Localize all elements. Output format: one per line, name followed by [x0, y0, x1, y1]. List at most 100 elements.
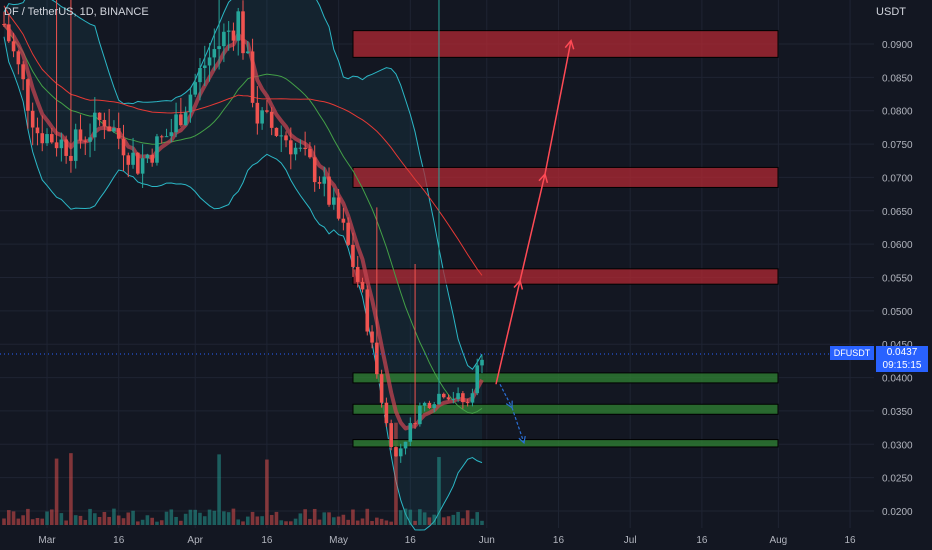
volume-bar: [250, 511, 255, 525]
volume-bar: [384, 520, 389, 525]
volume-bar: [73, 515, 78, 525]
support-zone[interactable]: [352, 403, 779, 415]
volume-bar: [164, 511, 169, 525]
bollinger-lower: [3, 36, 483, 531]
volume-bar: [441, 517, 446, 525]
symbol-title[interactable]: DF / TetherUS, 1D, BINANCE: [4, 6, 149, 18]
volume-bar: [461, 518, 465, 525]
candle-body: [73, 129, 78, 161]
volume-bar: [11, 511, 16, 525]
volume-bar: [69, 453, 73, 525]
candle-body: [207, 57, 212, 66]
candle-body: [78, 129, 83, 141]
candle-body: [255, 102, 260, 124]
volume-bar: [107, 516, 111, 525]
candle-body: [236, 11, 241, 41]
candle-body: [332, 197, 336, 205]
candle-body: [16, 51, 21, 65]
last-price-tag: 0.0437 09:15:15: [876, 346, 928, 372]
candle-body: [112, 128, 116, 132]
candle-body: [446, 397, 451, 400]
volume-bar: [379, 518, 384, 525]
candle-body: [83, 140, 88, 142]
volume-bar: [212, 510, 217, 525]
volume-bar: [265, 459, 269, 525]
volume-bar: [93, 513, 97, 525]
candle-body: [360, 281, 365, 290]
candle-body: [422, 402, 427, 406]
volume-bar: [456, 511, 460, 525]
volume-bar: [236, 519, 241, 525]
candle-body: [403, 441, 408, 449]
candle-body: [260, 110, 264, 124]
volume-bar: [97, 516, 102, 525]
candle-body: [265, 110, 269, 112]
candle-body: [327, 176, 331, 205]
candle-body: [93, 112, 97, 138]
volume-bar: [260, 516, 264, 525]
candle-body: [226, 30, 231, 32]
candle-body: [322, 176, 327, 184]
candle-body: [241, 11, 245, 54]
candle-body: [341, 218, 346, 223]
resistance-zone[interactable]: [352, 268, 779, 285]
volume-bar: [193, 509, 197, 525]
price-tick-label: 0.0650: [882, 207, 913, 218]
candle-body: [193, 82, 197, 95]
volume-bar: [327, 512, 331, 525]
time-tick-label: Jul: [624, 535, 637, 546]
candle-body: [155, 136, 159, 163]
symbol-price-tag: DFUSDT: [830, 346, 874, 360]
price-tick-label: 0.0500: [882, 307, 913, 318]
price-axis[interactable]: 0.0900 0.0850 0.0800 0.0750 0.0700 0.0650 0.06…: [882, 40, 913, 518]
volume-bar: [446, 516, 451, 525]
candle-body: [97, 112, 102, 120]
candle-body: [6, 24, 11, 42]
bollinger-upper: [3, 0, 483, 370]
time-axis[interactable]: Mar 16 Apr 16 May 16 Jun 16 Jul 16 Aug 16: [38, 535, 856, 546]
candle-body: [145, 154, 150, 159]
volume-bar: [231, 508, 236, 525]
volume-bar: [54, 458, 59, 525]
volume-bar: [83, 519, 88, 525]
volume-bar: [470, 518, 475, 525]
candle-body: [317, 182, 322, 184]
volume-bar: [465, 510, 470, 525]
volume-bar: [408, 509, 413, 525]
candle-body: [231, 30, 236, 41]
volume-bar: [451, 514, 456, 525]
resistance-zone[interactable]: [352, 30, 779, 58]
volume-bar: [226, 512, 231, 525]
support-zone[interactable]: [352, 439, 779, 448]
projection-down-arrowhead: [518, 435, 526, 445]
volume-bar: [126, 512, 131, 525]
candle-body: [427, 402, 432, 409]
volume-bar: [202, 516, 207, 525]
candle-body: [408, 423, 413, 442]
candle-body: [179, 114, 183, 126]
time-tick-label: 16: [261, 535, 273, 546]
volume-bar: [312, 508, 317, 525]
candle-body: [45, 134, 49, 144]
candle-body: [465, 402, 470, 404]
volume-bar: [207, 509, 212, 525]
volume-bar: [2, 518, 6, 525]
volume-bar: [131, 510, 135, 525]
candle-body: [140, 158, 145, 174]
resistance-zone[interactable]: [352, 166, 779, 188]
candle-body: [222, 31, 226, 47]
candle-body: [40, 133, 45, 144]
candle-body: [370, 331, 374, 343]
volume-bar: [179, 520, 183, 525]
time-tick-label: 16: [113, 535, 125, 546]
time-tick-label: 16: [405, 535, 417, 546]
volume-bar: [169, 509, 174, 525]
candle-body: [217, 46, 221, 50]
time-tick-label: 16: [696, 535, 708, 546]
projection-up-segment: [544, 40, 572, 175]
support-zone[interactable]: [352, 372, 779, 384]
volume-bar: [88, 508, 92, 525]
volume-bar: [293, 518, 298, 525]
candle-body: [284, 135, 288, 141]
